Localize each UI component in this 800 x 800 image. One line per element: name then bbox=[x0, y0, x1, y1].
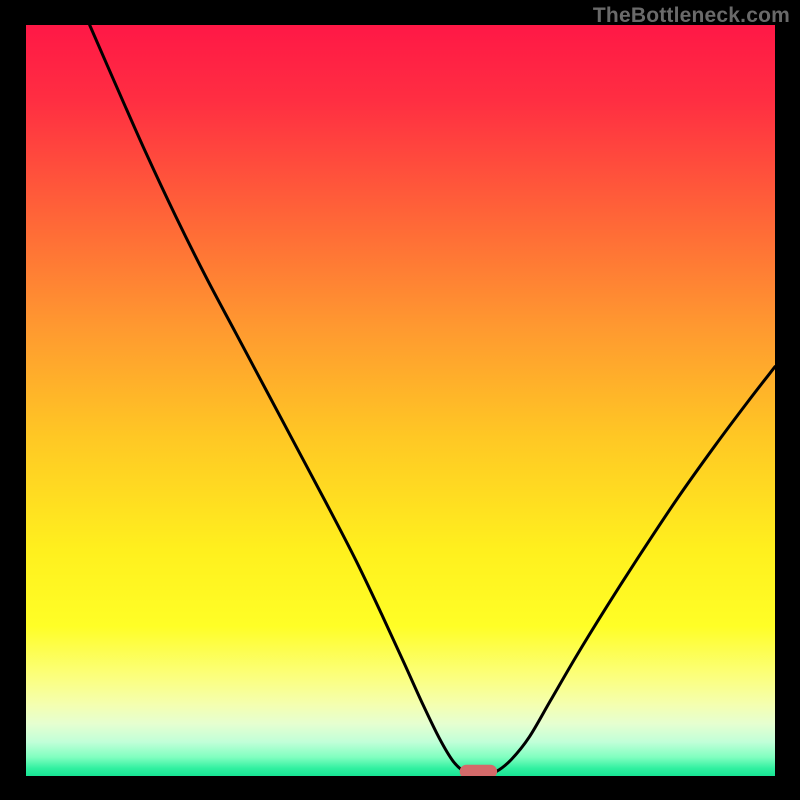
bottleneck-chart bbox=[26, 25, 775, 776]
chart-frame: TheBottleneck.com bbox=[0, 0, 800, 800]
optimal-marker bbox=[460, 765, 497, 776]
